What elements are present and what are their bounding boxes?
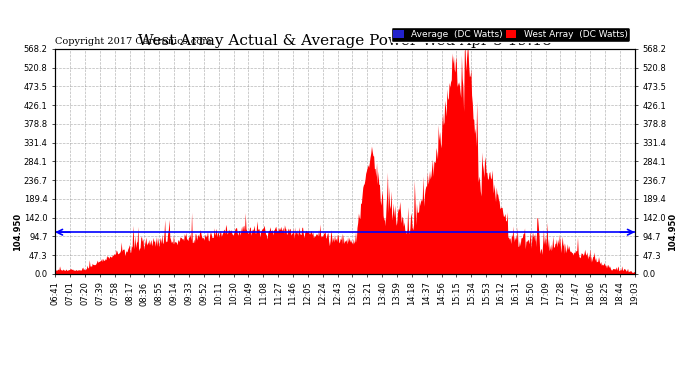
Text: 104.950: 104.950 [668,213,677,251]
Text: Copyright 2017 Cartronics.com: Copyright 2017 Cartronics.com [55,38,212,46]
Legend: Average  (DC Watts), West Array  (DC Watts): Average (DC Watts), West Array (DC Watts… [391,27,630,42]
Title: West Array Actual & Average Power Wed Apr 5 19:18: West Array Actual & Average Power Wed Ap… [138,34,552,48]
Text: 104.950: 104.950 [13,213,22,251]
